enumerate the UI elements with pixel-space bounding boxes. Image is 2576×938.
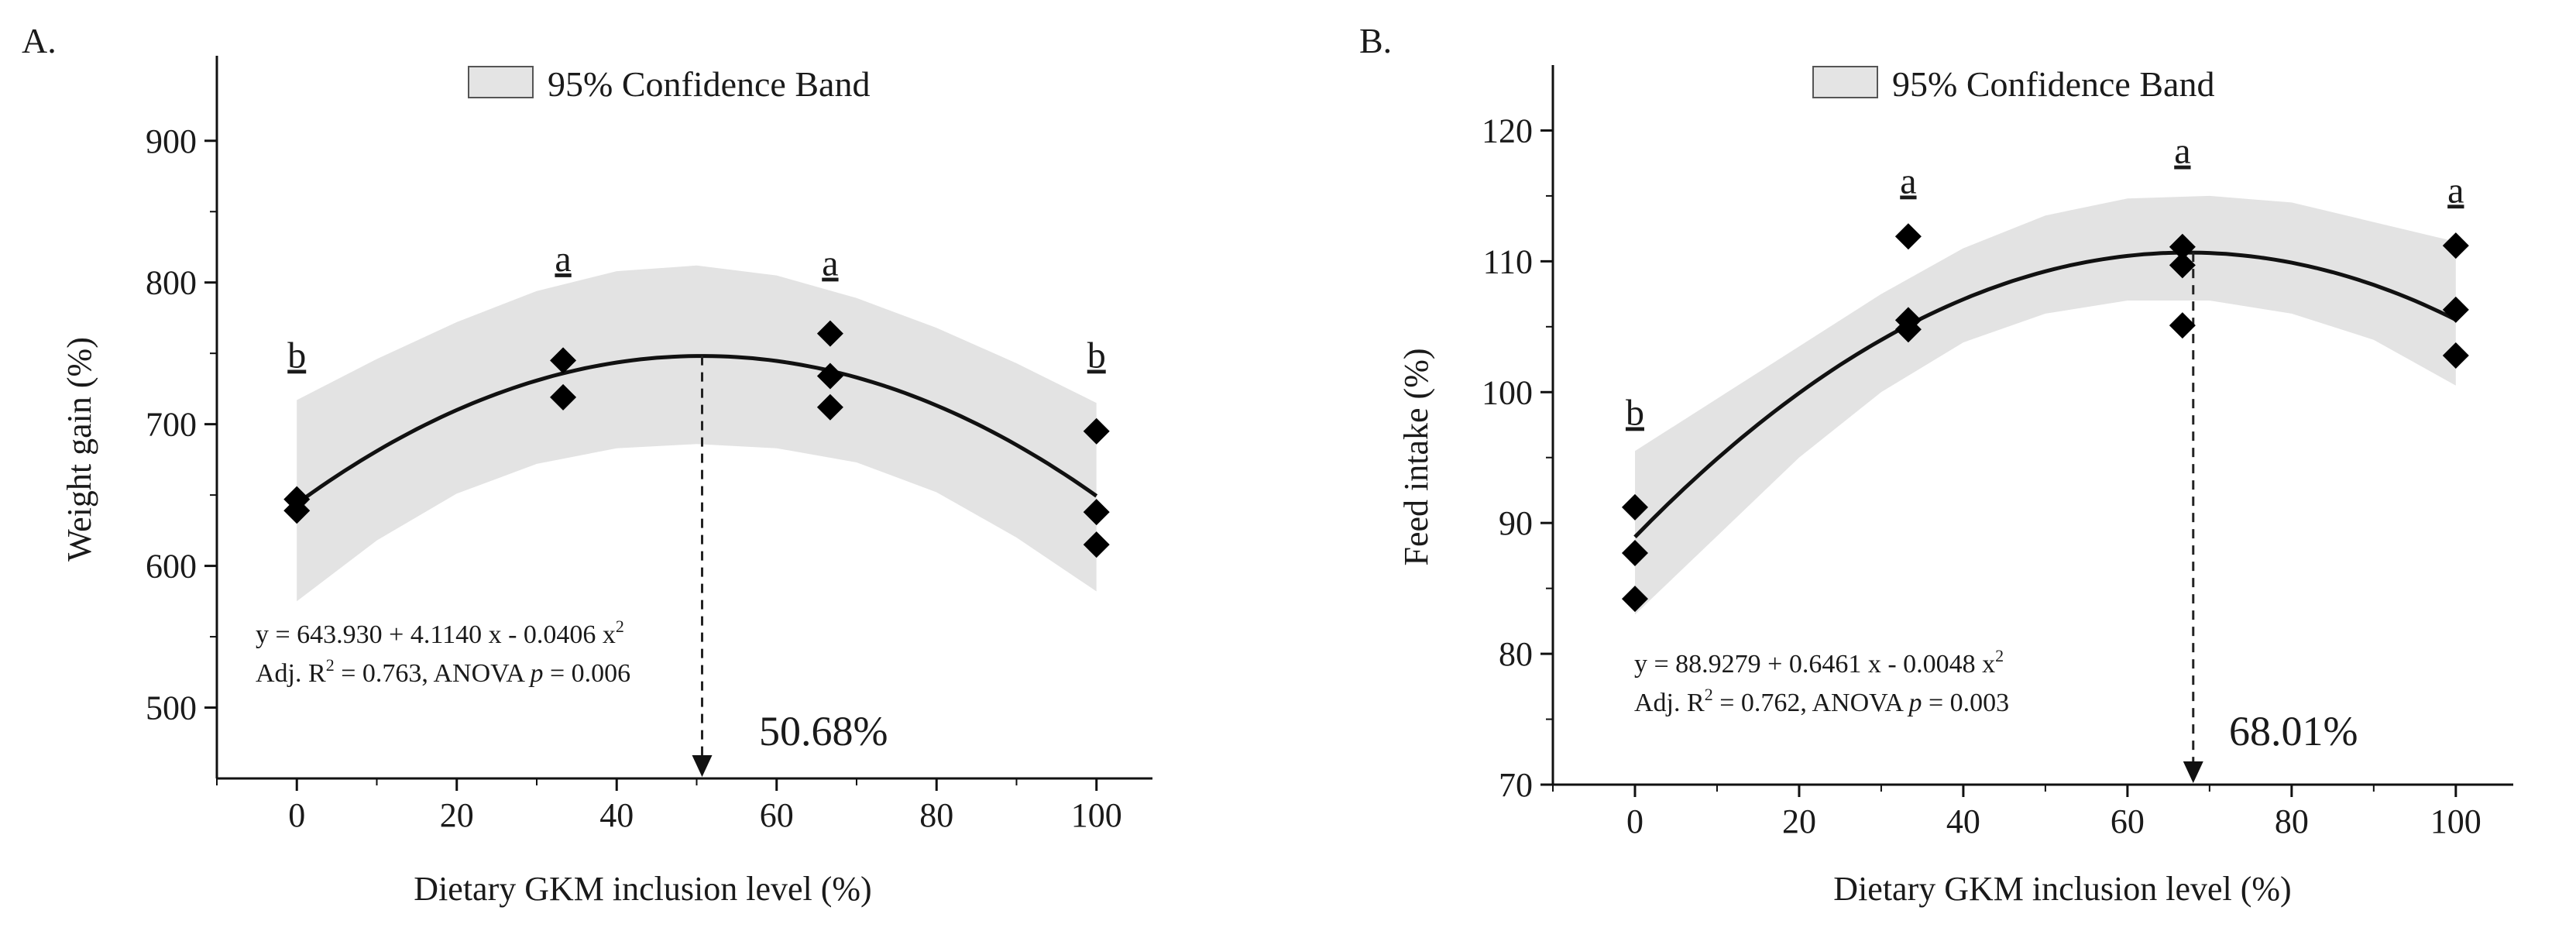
x-tick-label: 100 <box>2430 802 2482 840</box>
y-tick-label: 700 <box>146 406 197 444</box>
equation-exponent: 2 <box>1995 646 2004 665</box>
equation-exponent: 2 <box>616 617 624 636</box>
significance-letter: b <box>1087 335 1106 376</box>
stats-mid: = 0.762, ANOVA <box>1713 689 1909 717</box>
x-tick-label: 40 <box>1946 802 1980 840</box>
stats-pre: Adj. R <box>256 659 326 688</box>
significance-letter: a <box>555 239 571 280</box>
confidence-band-layer <box>1635 196 2456 615</box>
y-tick-label: 600 <box>146 548 197 586</box>
regression-stats: Adj. R2 = 0.763, ANOVA p = 0.006 <box>256 655 630 688</box>
stats-p: p <box>1908 689 1922 717</box>
legend-swatch <box>1813 67 1877 98</box>
x-tick-label: 20 <box>1782 802 1816 840</box>
regression-stats: Adj. R2 = 0.762, ANOVA p = 0.003 <box>1634 685 2009 717</box>
stats-post: = 0.006 <box>544 659 631 688</box>
x-tick-label: 0 <box>288 796 305 834</box>
significance-letter: a <box>1900 161 1916 202</box>
y-tick-label: 70 <box>1499 766 1533 804</box>
confidence-band <box>297 266 1097 602</box>
weight-gain-chart: A. b a a b 500 600 700 800 900 0 20 40 60 80 100 95% … <box>0 0 1288 934</box>
panel-label: A. <box>22 21 57 60</box>
y-tick-label: 110 <box>1483 242 1533 280</box>
optimum-label: 68.01% <box>2229 708 2358 754</box>
panel-label: B. <box>1359 21 1392 60</box>
y-tick-label: 900 <box>146 122 197 160</box>
legend: 95% Confidence Band <box>1813 64 2214 104</box>
x-tick-label: 60 <box>2111 802 2145 840</box>
y-tick-label: 500 <box>146 689 197 727</box>
y-tick-label: 90 <box>1499 504 1533 542</box>
x-tick-label: 100 <box>1071 796 1122 834</box>
optimum-arrowhead <box>692 755 713 777</box>
optimum-label: 50.68% <box>759 708 888 754</box>
stats-p: p <box>529 659 544 688</box>
stats-pre: Adj. R <box>1634 689 1705 717</box>
y-tick-label: 80 <box>1499 635 1533 673</box>
significance-letter: a <box>822 243 838 284</box>
x-tick-label: 60 <box>760 796 794 834</box>
confidence-band-layer <box>297 266 1097 602</box>
legend: 95% Confidence Band <box>469 64 870 104</box>
data-point <box>1895 223 1922 249</box>
x-axis-label: Dietary GKM inclusion level (%) <box>1833 870 2291 908</box>
equation-text: y = 88.9279 + 0.6461 x - 0.0048 x <box>1634 650 1995 679</box>
significance-letter: a <box>2174 131 2190 172</box>
x-tick-label: 80 <box>2275 802 2309 840</box>
x-tick-label: 40 <box>599 796 634 834</box>
x-tick-label: 20 <box>440 796 474 834</box>
y-axis-label: Feed intake (%) <box>1397 349 1435 566</box>
stats-post: = 0.003 <box>1922 689 2010 717</box>
x-axis-label: Dietary GKM inclusion level (%) <box>414 870 871 908</box>
panel-a: A. b a a b 500 600 700 800 900 0 20 40 60 80 100 95% … <box>0 0 1288 934</box>
y-tick-label: 100 <box>1482 373 1533 411</box>
regression-equation: y = 88.9279 + 0.6461 x - 0.0048 x2 <box>1634 646 2004 679</box>
regression-equation: y = 643.930 + 4.1140 x - 0.0406 x2 <box>256 617 624 649</box>
legend-label: 95% Confidence Band <box>1892 64 2214 104</box>
panel-b: B. b a a a 70 80 90 100 110 120 0 20 40 60 80 100 95% … <box>1288 0 2576 934</box>
optimum-arrowhead <box>2183 761 2203 783</box>
x-tick-label: 0 <box>1626 802 1643 840</box>
y-axis-label: Weight gain (%) <box>60 337 98 562</box>
legend-swatch <box>469 67 533 98</box>
x-tick-label: 80 <box>919 796 953 834</box>
data-point <box>2169 312 2196 338</box>
confidence-band <box>1635 196 2456 615</box>
feed-intake-chart: B. b a a a 70 80 90 100 110 120 0 20 40 60 80 100 95% … <box>1288 0 2576 934</box>
significance-letter: b <box>1626 393 1644 434</box>
significance-letter: b <box>287 335 306 376</box>
y-tick-label: 120 <box>1482 112 1533 149</box>
equation-text: y = 643.930 + 4.1140 x - 0.0406 x <box>256 620 616 649</box>
legend-label: 95% Confidence Band <box>548 64 870 104</box>
stats-sup: 2 <box>1705 685 1713 704</box>
y-tick-label: 800 <box>146 264 197 302</box>
significance-letter: a <box>2447 170 2464 211</box>
stats-sup: 2 <box>326 655 335 675</box>
stats-mid: = 0.763, ANOVA <box>335 659 531 688</box>
